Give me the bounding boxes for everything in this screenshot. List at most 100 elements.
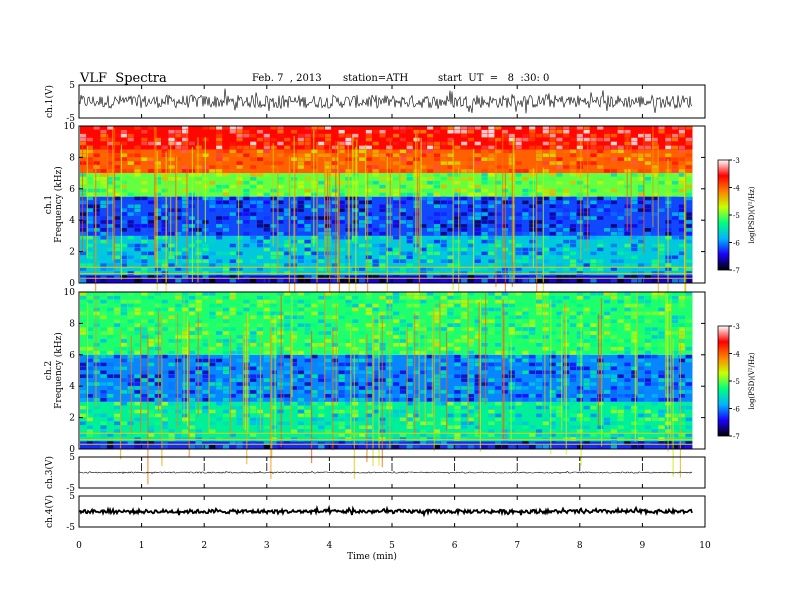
spectrogram-cell — [631, 311, 638, 316]
spectrogram-cell — [148, 200, 155, 205]
spectrogram-cell — [583, 405, 590, 410]
spectrogram-cell — [338, 397, 345, 402]
spectrogram-cell — [365, 303, 372, 308]
spectrogram-cell — [678, 382, 685, 386]
spectrogram-cell — [583, 184, 590, 189]
spectrogram-cell — [161, 445, 168, 449]
spectrogram-cell — [597, 358, 604, 363]
spectrogram-cell — [338, 370, 345, 375]
spectrogram-cell — [345, 441, 352, 445]
spectrogram-cell — [672, 161, 679, 165]
spectrogram-cell — [168, 374, 175, 378]
spectrogram-cell — [148, 161, 155, 165]
spectrogram-cell — [86, 263, 93, 267]
spectrogram-cell — [100, 188, 107, 193]
spectrogram-cell — [80, 390, 87, 394]
spectrogram-cell — [345, 346, 352, 351]
spectrogram-cell — [120, 180, 127, 185]
spectrogram-cell — [324, 126, 332, 130]
spectrogram-cell — [488, 220, 495, 224]
spectrogram-cell — [610, 145, 617, 150]
spectrogram-cell — [583, 200, 590, 205]
spectrogram-cell — [372, 378, 379, 382]
sferic-streak — [197, 137, 199, 285]
spectrogram-cell — [610, 149, 617, 154]
spectrogram-cell — [236, 259, 243, 263]
spectrogram-cell — [413, 413, 420, 418]
spectrogram-cell — [549, 251, 556, 256]
spectrogram-cell — [644, 425, 651, 429]
sferic-streak — [389, 297, 391, 449]
spectrogram-cell — [114, 224, 121, 228]
spectrogram-cell — [209, 259, 216, 263]
spectrogram-cell — [433, 378, 441, 382]
spectrogram-cell — [569, 433, 577, 437]
spectrogram-cell — [454, 161, 461, 165]
spectrogram-cell — [297, 311, 304, 316]
spectrogram-cell — [406, 235, 413, 240]
spectrogram-cell — [631, 331, 638, 335]
spectrogram-cell — [638, 390, 645, 394]
spectrogram-cell — [379, 188, 386, 193]
spectrogram-cell — [148, 212, 155, 216]
spectrogram-cell — [202, 126, 209, 130]
spectrogram-cell — [372, 362, 379, 367]
spectrogram-cell — [610, 437, 617, 441]
spectrogram-cell — [522, 421, 529, 426]
spectrogram-cell — [202, 323, 209, 327]
spectrogram-cell — [393, 133, 400, 138]
spectrogram-cell — [535, 401, 543, 406]
spectrogram-cell — [461, 366, 468, 371]
spectrogram-cell — [114, 413, 121, 418]
spectrogram-cell — [638, 184, 645, 189]
spectrogram-cell — [467, 180, 475, 185]
spectrogram-cell — [638, 177, 645, 181]
spectrogram-cell — [474, 335, 481, 339]
spectrogram-cell — [583, 417, 590, 422]
spectrogram-cell — [467, 417, 475, 422]
spectrogram-cell — [134, 331, 141, 335]
spectrogram-cell — [175, 433, 182, 437]
spectrogram-cell — [100, 267, 107, 271]
sferic-streak — [338, 142, 341, 296]
spectrogram-cell — [127, 386, 134, 390]
spectrogram-cell — [433, 327, 441, 331]
colorbar — [717, 325, 730, 437]
spectrogram-cell — [638, 216, 645, 220]
spectrogram-cell — [576, 433, 583, 437]
spectrogram-cell — [481, 378, 488, 382]
spectrogram-cell — [447, 445, 454, 449]
spectrogram-cell — [141, 263, 148, 267]
spectrogram-cell — [120, 279, 127, 283]
spectrogram-cell — [495, 299, 502, 304]
spectrogram-cell — [488, 184, 495, 189]
spectrogram-cell — [372, 409, 379, 414]
spectrogram-cell — [549, 224, 556, 228]
spectrogram-cell — [141, 157, 148, 161]
spectrogram-cell — [399, 271, 406, 275]
spectrogram-cell — [148, 374, 155, 378]
spectrogram-cell — [188, 303, 196, 308]
spectrogram-cell — [182, 327, 189, 331]
spectrogram-cell — [651, 259, 658, 263]
spectrogram-cell — [304, 196, 311, 201]
spectrogram-cell — [685, 153, 692, 158]
spectrogram-cell — [270, 354, 277, 359]
spectrogram-cell — [393, 259, 400, 263]
spectrogram-cell — [515, 212, 522, 216]
spectrogram-cell — [454, 354, 461, 359]
spectrogram-cell — [250, 386, 257, 390]
spectrogram-cell — [495, 295, 502, 300]
spectrogram-cell — [549, 366, 556, 371]
spectrogram-cell — [406, 303, 413, 308]
spectrogram-cell — [263, 319, 270, 324]
spectrogram-cell — [556, 295, 563, 300]
spectrogram-cell — [427, 224, 434, 228]
spectrogram-cell — [638, 220, 645, 224]
spectrogram-cell — [644, 378, 651, 382]
spectrogram-cell — [440, 437, 447, 441]
spectrogram-cell — [488, 247, 495, 252]
spectrogram-cell — [563, 212, 570, 216]
spectrogram-cell — [522, 208, 529, 212]
spectrogram-cell — [583, 231, 590, 236]
